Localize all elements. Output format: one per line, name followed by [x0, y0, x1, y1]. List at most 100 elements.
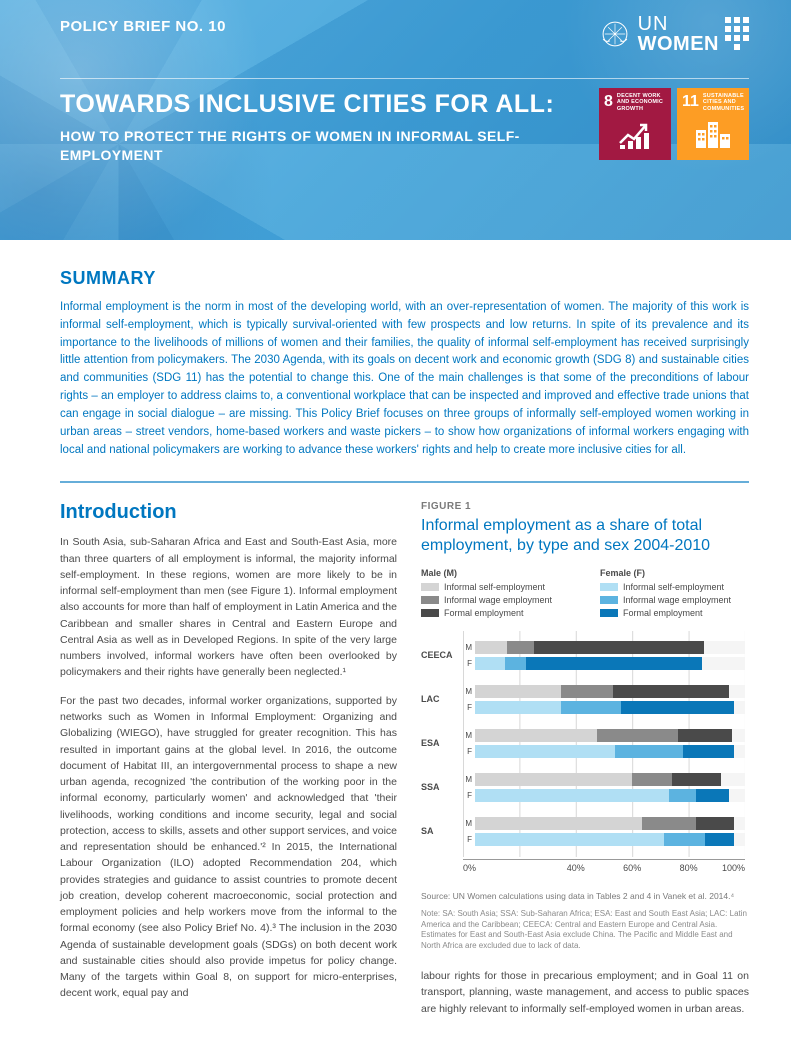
bar-row-m: M [463, 729, 745, 742]
bar-seg [597, 729, 678, 742]
bar-seg [475, 773, 632, 786]
bar-seg [534, 641, 704, 654]
bar-seg [475, 701, 561, 714]
bar-stack [475, 729, 745, 742]
bar-seg [475, 657, 505, 670]
region-bars: MF [463, 679, 745, 719]
bar-sex-label: M [463, 687, 475, 696]
legend-female: Female (F) Informal self-employment Info… [600, 568, 749, 621]
sdg-8-badge: 8 DECENT WORK AND ECONOMIC GROWTH [599, 88, 671, 160]
sdg-8-label: DECENT WORK AND ECONOMIC GROWTH [617, 93, 666, 112]
bar-sex-label: F [463, 791, 475, 800]
legend-cat-1b: Informal wage employment [623, 595, 731, 605]
bar-row-f: F [463, 745, 745, 758]
bar-seg [526, 657, 702, 670]
bar-seg [475, 641, 507, 654]
figure-label: FIGURE 1 [421, 501, 749, 512]
bar-seg [613, 685, 729, 698]
logo-women: WOMEN [638, 34, 719, 54]
region-bars: MF [463, 723, 745, 763]
chart-region-lac: LACMF [421, 679, 745, 719]
logo-un: UN [638, 14, 719, 34]
bar-seg [475, 745, 615, 758]
x-tick: 80% [680, 863, 698, 873]
x-tick: 100% [722, 863, 745, 873]
sdg-badges: 8 DECENT WORK AND ECONOMIC GROWTH 11 SUS… [599, 88, 749, 160]
bar-seg [672, 773, 721, 786]
chart-region-ssa: SSAMF [421, 767, 745, 807]
intro-heading: Introduction [60, 501, 397, 524]
bar-row-f: F [463, 789, 745, 802]
subtitle: HOW TO PROTECT THE RIGHTS OF WOMEN IN IN… [60, 127, 581, 165]
bar-seg [642, 817, 696, 830]
bar-seg [669, 789, 696, 802]
bar-row-f: F [463, 657, 745, 670]
two-column-layout: Introduction In South Asia, sub-Saharan … [60, 501, 749, 1028]
region-label: SA [421, 811, 463, 851]
summary-heading: SUMMARY [60, 268, 749, 289]
figure-note: Note: SA: South Asia; SSA: Sub-Saharan A… [421, 909, 749, 952]
bar-seg [696, 817, 734, 830]
swatch-m-fe [421, 609, 439, 617]
intro-p1: In South Asia, sub-Saharan Africa and Ea… [60, 534, 397, 680]
un-women-logo: UN WOMEN [598, 14, 749, 54]
legend-female-head: Female (F) [600, 568, 749, 578]
swatch-f-ise [600, 583, 618, 591]
legend-male: Male (M) Informal self-employment Inform… [421, 568, 570, 621]
growth-chart-icon [604, 112, 666, 155]
chart-region-esa: ESAMF [421, 723, 745, 763]
bar-seg [561, 685, 612, 698]
section-divider [60, 481, 749, 483]
policy-brief-tag: POLICY BRIEF NO. 10 [60, 18, 226, 35]
bar-row-m: M [463, 817, 745, 830]
chart-legend: Male (M) Informal self-employment Inform… [421, 568, 749, 621]
main-title: TOWARDS INCLUSIVE CITIES FOR ALL: [60, 90, 581, 119]
bar-seg [615, 745, 683, 758]
bar-sex-label: M [463, 819, 475, 828]
women-grid-icon [725, 17, 749, 51]
title-block: TOWARDS INCLUSIVE CITIES FOR ALL: HOW TO… [60, 90, 581, 165]
bar-sex-label: M [463, 775, 475, 784]
bar-stack [475, 789, 745, 802]
bar-seg [505, 657, 527, 670]
legend-male-head: Male (M) [421, 568, 570, 578]
x-tick: 0% [463, 863, 476, 873]
bar-sex-label: F [463, 747, 475, 756]
region-bars: MF [463, 767, 745, 807]
page-content: SUMMARY Informal employment is the norm … [0, 240, 791, 1049]
bar-seg [475, 789, 669, 802]
legend-cat-0: Informal self-employment [444, 582, 545, 592]
bar-stack [475, 817, 745, 830]
bar-seg [475, 833, 664, 846]
region-label: LAC [421, 679, 463, 719]
un-emblem-icon [598, 17, 632, 51]
region-label: ESA [421, 723, 463, 763]
bar-seg [621, 701, 734, 714]
sdg-11-num: 11 [682, 93, 699, 111]
header-banner: POLICY BRIEF NO. 10 UN WOMEN TOWARDS INC… [0, 0, 791, 240]
sdg-8-num: 8 [604, 93, 613, 111]
bar-stack [475, 685, 745, 698]
swatch-m-ise [421, 583, 439, 591]
bar-row-m: M [463, 685, 745, 698]
bar-seg [561, 701, 620, 714]
right-column: FIGURE 1 Informal employment as a share … [421, 501, 749, 1028]
figure-title: Informal employment as a share of total … [421, 516, 749, 556]
bar-sex-label: M [463, 731, 475, 740]
bar-stack [475, 833, 745, 846]
legend-cat-2b: Formal employment [623, 608, 703, 618]
swatch-f-fe [600, 609, 618, 617]
bar-stack [475, 657, 745, 670]
bar-seg [475, 685, 561, 698]
bar-seg [664, 833, 705, 846]
bar-sex-label: F [463, 659, 475, 668]
intro-p3: labour rights for those in precarious em… [421, 968, 749, 1017]
bar-stack [475, 641, 745, 654]
bar-stack [475, 745, 745, 758]
bar-sex-label: M [463, 643, 475, 652]
region-label: SSA [421, 767, 463, 807]
region-bars: MF [463, 811, 745, 851]
stacked-bar-chart: CEECAMFLACMFESAMFSSAMFSAMF0%40%60%80%100… [421, 631, 749, 877]
bar-seg [632, 773, 673, 786]
chart-x-axis: 0%40%60%80%100% [463, 859, 745, 877]
